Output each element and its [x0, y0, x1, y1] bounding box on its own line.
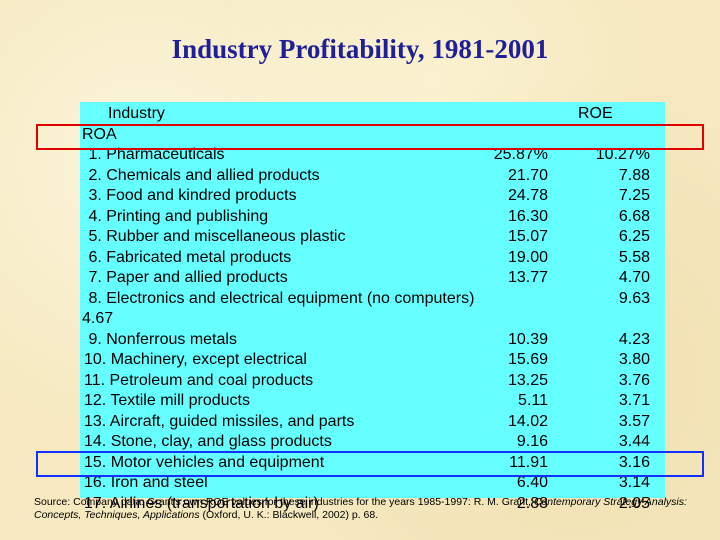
table-row-roa: 5.58 [618, 248, 650, 266]
table-row-label: 15. Motor vehicles and equipment [84, 453, 325, 471]
table-row-wrap-value: 4.67 [82, 310, 114, 327]
table-row-roe: 13.25 [507, 371, 548, 389]
table-row-label: 11. Petroleum and coal products [84, 371, 314, 389]
table-row-roe: 13.77 [507, 269, 548, 286]
table-row-label: 17. Airlines (transportation by air) [84, 494, 319, 512]
source-note: Source: Company data. Grant's own ROE va… [34, 496, 694, 522]
source-text-2: (Oxford, U. K.: Blackwell, 2002) p. 68. [199, 509, 379, 521]
header-roe: ROE [578, 105, 613, 122]
table-row-roa: 9.63 [618, 289, 650, 307]
table-row-roe: 14.02 [507, 412, 548, 430]
table-row-label: 5. Rubber and miscellaneous plastic [84, 228, 346, 245]
source-book-title: Contemporary Strategy Analysis: Concepts… [34, 496, 690, 521]
table-row-roe: 6.40 [516, 474, 548, 491]
table-row-label: 13. Aircraft, guided missiles, and parts [84, 412, 355, 430]
table-row-label: 2. Chemicals and allied products [84, 166, 320, 184]
table-row-label: 4. Printing and publishing [84, 207, 269, 225]
table-row-label: 14. Stone, clay, and glass products [84, 433, 332, 450]
table-row-roa: 6.68 [618, 207, 650, 225]
page-title: Industry Profitability, 1981-2001 [171, 34, 549, 64]
table-row-roe: 5.11 [518, 392, 548, 409]
table-row-label: 9. Nonferrous metals [84, 330, 237, 348]
table-row-roe: 11.91 [509, 453, 548, 471]
table-row-roa: 3.44 [618, 433, 650, 450]
table-row-roe: 16.30 [507, 207, 548, 225]
table-row-roe: 21.70 [507, 166, 548, 184]
header-roa: ROA [82, 125, 117, 143]
table-row-roa: 3.71 [618, 392, 650, 409]
table-panel [80, 102, 665, 498]
source-prefix: Source: [34, 496, 74, 508]
table-row-label: 8. Electronics and electrical equipment … [84, 289, 475, 307]
table-row-label: 12. Textile mill products [84, 392, 250, 409]
table-row-label: 1. Pharmaceuticals [84, 146, 225, 163]
table-row-label: 7. Paper and allied products [84, 269, 288, 286]
table-row-roe: 19.00 [507, 248, 548, 266]
table-row-roa: 4.23 [618, 330, 650, 348]
table-row-roa: 2.05 [618, 494, 650, 512]
table-row-roe: 24.78 [507, 187, 548, 204]
table-row-roe: 10.39 [507, 330, 548, 348]
table-row-roa: 3.16 [618, 453, 650, 471]
table-row-label: 6. Fabricated metal products [84, 248, 292, 266]
table-row-roe: 2.88 [516, 494, 548, 512]
table-row-roa: 3.76 [618, 371, 650, 389]
table-row-roa: 7.25 [618, 187, 650, 204]
table-row-roe: 9.16 [516, 433, 548, 450]
source-text-1: Company data. Grant's own ROE values for… [73, 496, 534, 508]
table-row-roe: 15.07 [507, 228, 548, 245]
table-row-roa: 3.80 [618, 351, 650, 368]
table-row-roa: 3.57 [618, 412, 650, 430]
table-row-roa: 3.14 [618, 474, 650, 491]
table-row-roa: 4.70 [618, 269, 650, 286]
table-row-roe: 25.87% [493, 146, 548, 163]
table-row-roa: 6.25 [618, 228, 650, 245]
table-row-label: 3. Food and kindred products [84, 187, 297, 204]
header-industry: Industry [108, 105, 165, 122]
table-row-roe: 15.69 [507, 351, 548, 368]
table-row-roa: 7.88 [618, 166, 650, 184]
table-row-roa: 10.27% [595, 146, 650, 163]
table-row-label: 10. Machinery, except electrical [84, 351, 307, 368]
table-row-label: 16. Iron and steel [84, 474, 208, 491]
